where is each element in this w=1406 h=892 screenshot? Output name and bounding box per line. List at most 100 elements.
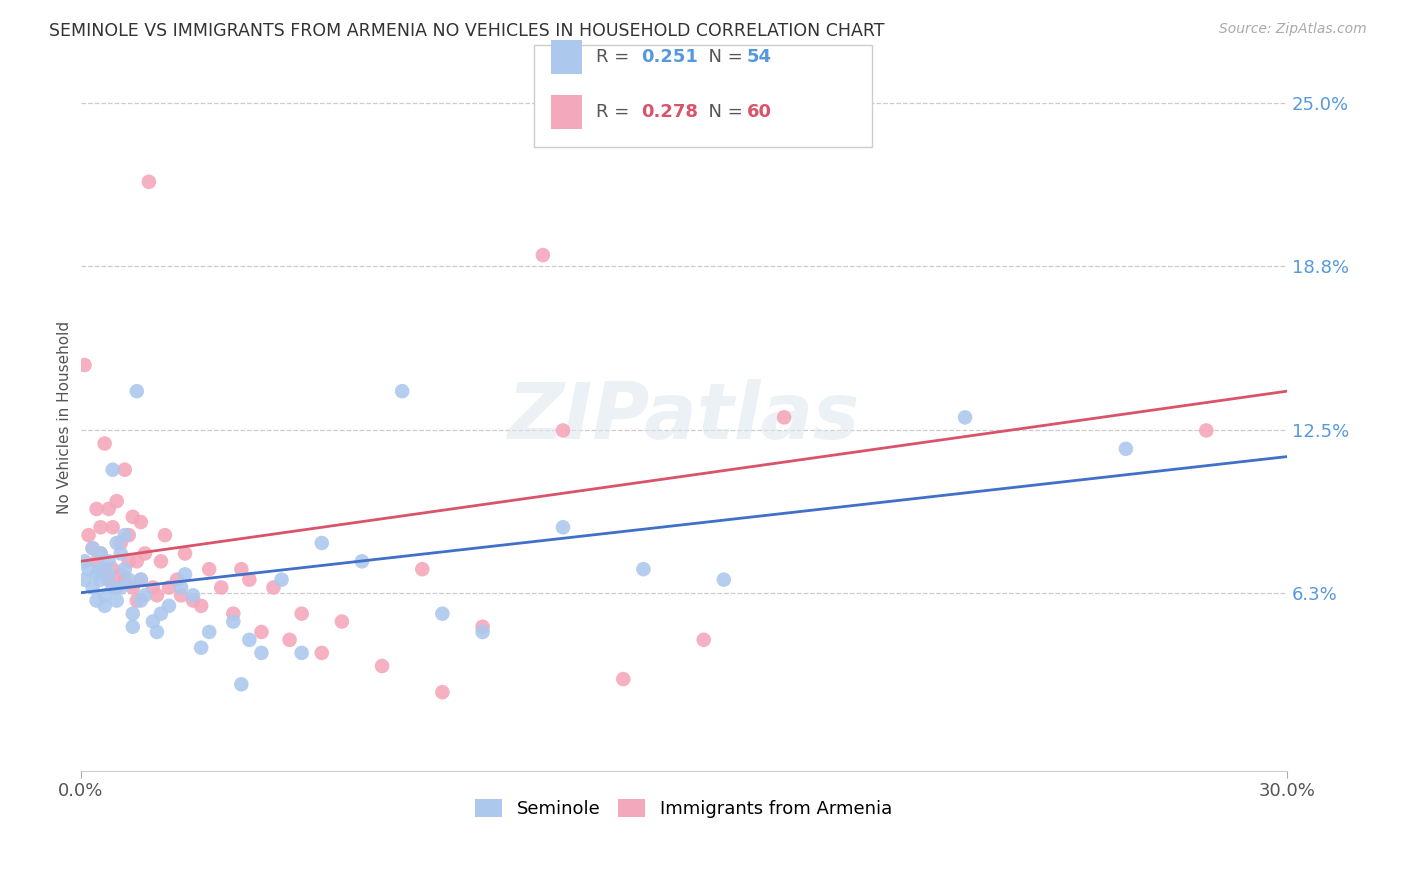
Point	[142, 581, 165, 595]
Text: 60: 60	[747, 103, 772, 121]
Point	[1195, 424, 1218, 438]
Text: 0.278: 0.278	[641, 103, 699, 121]
Point	[238, 632, 260, 647]
Point	[129, 515, 152, 529]
Point	[291, 607, 314, 621]
Point	[209, 581, 232, 595]
Point	[82, 581, 104, 595]
Point	[121, 620, 143, 634]
Point	[166, 573, 188, 587]
Point	[250, 625, 273, 640]
Point	[90, 546, 112, 560]
Legend: Seminole, Immigrants from Armenia: Seminole, Immigrants from Armenia	[468, 791, 900, 825]
Point	[110, 567, 132, 582]
Point	[391, 384, 413, 399]
Text: R =: R =	[596, 48, 636, 66]
Point	[181, 588, 204, 602]
Point	[170, 581, 193, 595]
Point	[121, 509, 143, 524]
Point	[432, 607, 454, 621]
Point	[157, 599, 180, 613]
Point	[633, 562, 655, 576]
Point	[142, 615, 165, 629]
Point	[134, 546, 156, 560]
Point	[146, 588, 169, 602]
Point	[82, 541, 104, 556]
Point	[222, 607, 245, 621]
Point	[231, 562, 253, 576]
Point	[118, 528, 141, 542]
Text: SEMINOLE VS IMMIGRANTS FROM ARMENIA NO VEHICLES IN HOUSEHOLD CORRELATION CHART: SEMINOLE VS IMMIGRANTS FROM ARMENIA NO V…	[49, 22, 884, 40]
Point	[101, 463, 124, 477]
Point	[174, 546, 197, 560]
Point	[73, 358, 96, 372]
Point	[411, 562, 433, 576]
Point	[86, 502, 108, 516]
Point	[121, 581, 143, 595]
Point	[73, 554, 96, 568]
Point	[170, 588, 193, 602]
Point	[97, 573, 120, 587]
Point	[101, 581, 124, 595]
Text: Source: ZipAtlas.com: Source: ZipAtlas.com	[1219, 22, 1367, 37]
Point	[190, 599, 212, 613]
Point	[105, 536, 128, 550]
Point	[90, 520, 112, 534]
Point	[291, 646, 314, 660]
Point	[713, 573, 735, 587]
Point	[97, 567, 120, 582]
Point	[121, 607, 143, 621]
Point	[114, 562, 136, 576]
Point	[86, 554, 108, 568]
Point	[138, 175, 160, 189]
Point	[531, 248, 554, 262]
Point	[278, 632, 301, 647]
Point	[953, 410, 976, 425]
Point	[110, 581, 132, 595]
Point	[93, 599, 115, 613]
Point	[238, 573, 260, 587]
Text: N =: N =	[697, 48, 749, 66]
Point	[471, 620, 494, 634]
Point	[125, 384, 148, 399]
Point	[432, 685, 454, 699]
Y-axis label: No Vehicles in Household: No Vehicles in Household	[58, 321, 72, 514]
Point	[105, 593, 128, 607]
Point	[371, 659, 394, 673]
Point	[612, 672, 634, 686]
Point	[93, 562, 115, 576]
Point	[181, 593, 204, 607]
Point	[90, 573, 112, 587]
Point	[157, 581, 180, 595]
Point	[198, 562, 221, 576]
Text: N =: N =	[697, 103, 749, 121]
Point	[86, 593, 108, 607]
Point	[101, 562, 124, 576]
Point	[270, 573, 292, 587]
Point	[114, 528, 136, 542]
Text: R =: R =	[596, 103, 636, 121]
Point	[134, 588, 156, 602]
Point	[114, 463, 136, 477]
Point	[129, 573, 152, 587]
Point	[350, 554, 373, 568]
Point	[118, 573, 141, 587]
Point	[129, 593, 152, 607]
Point	[263, 581, 285, 595]
Point	[118, 554, 141, 568]
Point	[149, 554, 172, 568]
Point	[330, 615, 353, 629]
Point	[198, 625, 221, 640]
Point	[311, 646, 333, 660]
Point	[110, 546, 132, 560]
Point	[222, 615, 245, 629]
Point	[551, 520, 574, 534]
Point	[153, 528, 176, 542]
Point	[86, 567, 108, 582]
Point	[125, 554, 148, 568]
Point	[471, 625, 494, 640]
Point	[129, 573, 152, 587]
Point	[105, 581, 128, 595]
Point	[1115, 442, 1137, 456]
Point	[93, 588, 115, 602]
